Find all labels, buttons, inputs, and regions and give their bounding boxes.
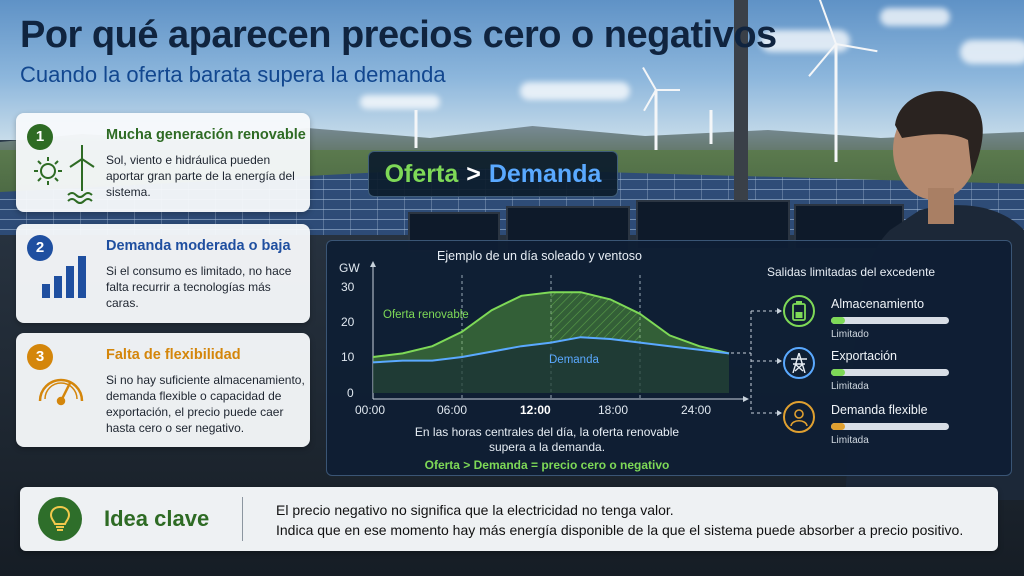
x-tick: 24:00: [681, 403, 712, 417]
card-text: Si no hay suficiente almacenamiento, dem…: [106, 373, 305, 435]
cloud: [760, 30, 850, 52]
x-tick: 00:00: [355, 403, 386, 417]
y-tick: 30: [341, 280, 355, 294]
gauge-icon: [38, 378, 84, 406]
wind-turbine: [642, 66, 680, 150]
supply-demand-badge: Oferta > Demanda: [368, 151, 618, 197]
demand-area: [373, 337, 729, 393]
page-subtitle: Cuando la oferta barata supera la demand…: [20, 62, 446, 87]
x-tick: 06:00: [437, 403, 468, 417]
power-tower-icon: [783, 347, 815, 379]
key-text-line-2: Indica que en ese momento hay más energí…: [276, 522, 964, 538]
output-label: Exportación: [831, 349, 898, 363]
chart-panel: Ejemplo de un día soleado y ventoso GW 3…: [326, 240, 1012, 476]
badge-operator: >: [466, 160, 481, 188]
card-text: Sol, viento e hidráulica pueden aportar …: [106, 153, 295, 199]
output-label: Demanda flexible: [831, 403, 928, 417]
x-tick: 18:00: [598, 403, 629, 417]
card-demand: 2 Demanda moderada o baja Si el consumo …: [16, 224, 310, 323]
output-status: Limitado: [831, 329, 869, 340]
series-label-demand: Demanda: [549, 354, 599, 366]
card-text: Si el consumo es limitado, no hace falta…: [106, 264, 292, 310]
window-frame: [734, 0, 748, 245]
chart-note: En las horas centrales del día, la ofert…: [414, 425, 680, 439]
chart-note: supera a la demanda.: [488, 440, 606, 454]
output-level-fill: [831, 423, 846, 430]
output-level-fill: [831, 369, 846, 376]
output-connectors: [731, 308, 782, 416]
wind-turbine: [410, 100, 422, 148]
output-status: Limitada: [831, 435, 869, 446]
card-number: 2: [27, 235, 53, 261]
output-storage: Almacenamiento Limitado: [783, 295, 1003, 345]
series-label-supply: Oferta renovable: [383, 309, 469, 321]
output-status: Limitada: [831, 381, 869, 392]
lightbulb-icon: [38, 497, 82, 541]
demand-line: [372, 336, 730, 364]
wind-turbine: [808, 0, 878, 162]
x-axis-arrow: [743, 396, 749, 402]
output-export: Exportación Limitada: [783, 347, 1003, 397]
surplus-highlight: [551, 292, 640, 343]
y-tick: 20: [341, 315, 355, 329]
chart-conclusion: Oferta > Demanda = precio cero o negativ…: [424, 458, 670, 472]
key-title: Idea clave: [104, 506, 210, 531]
chart-title: Ejemplo de un día soleado y ventoso: [437, 249, 642, 263]
output-level-bar: [831, 423, 949, 430]
x-tick: 12:00: [520, 403, 551, 417]
key-idea-bar: Idea clave El precio negativo no signifi…: [20, 487, 998, 551]
y-axis-unit: GW: [339, 261, 360, 275]
output-level-bar: [831, 369, 949, 376]
card-title: Mucha generación renovable: [106, 127, 306, 143]
person-icon: [783, 401, 815, 433]
output-label: Almacenamiento: [831, 297, 925, 311]
sun-wind-water-icon: [34, 145, 95, 204]
chart-plot: Oferta renovable Demanda: [370, 261, 749, 402]
y-tick: 0: [347, 386, 354, 400]
cloud: [520, 82, 630, 100]
cloud: [880, 8, 950, 26]
output-level-fill: [831, 317, 846, 324]
wind-turbine: [706, 100, 716, 144]
badge-demand: Demanda: [488, 160, 602, 188]
cloud: [960, 40, 1024, 64]
badge-supply: Oferta: [384, 160, 459, 188]
cloud: [360, 95, 440, 109]
supply-line: [372, 291, 730, 358]
y-tick: 10: [341, 350, 355, 364]
card-number: 1: [27, 124, 53, 150]
card-title: Demanda moderada o baja: [106, 238, 291, 254]
outputs-title: Salidas limitadas del excedente: [767, 265, 936, 279]
bar-levels-icon: [42, 256, 86, 298]
y-axis-arrow: [370, 261, 376, 267]
key-text-line-1: El precio negativo no significa que la e…: [276, 502, 674, 518]
output-level-bar: [831, 317, 949, 324]
battery-icon: [783, 295, 815, 327]
card-renewable: 1 Mucha generación renovable Sol, viento…: [16, 113, 310, 212]
output-flexible-demand: Demanda flexible Limitada: [783, 401, 1003, 451]
card-flexibility: 3 Falta de flexibilidad Si no hay sufici…: [16, 333, 310, 447]
card-title: Falta de flexibilidad: [106, 347, 241, 363]
divider: [242, 497, 243, 541]
card-number: 3: [27, 344, 53, 370]
page-title: Por qué aparecen precios cero o negativo…: [20, 14, 777, 56]
